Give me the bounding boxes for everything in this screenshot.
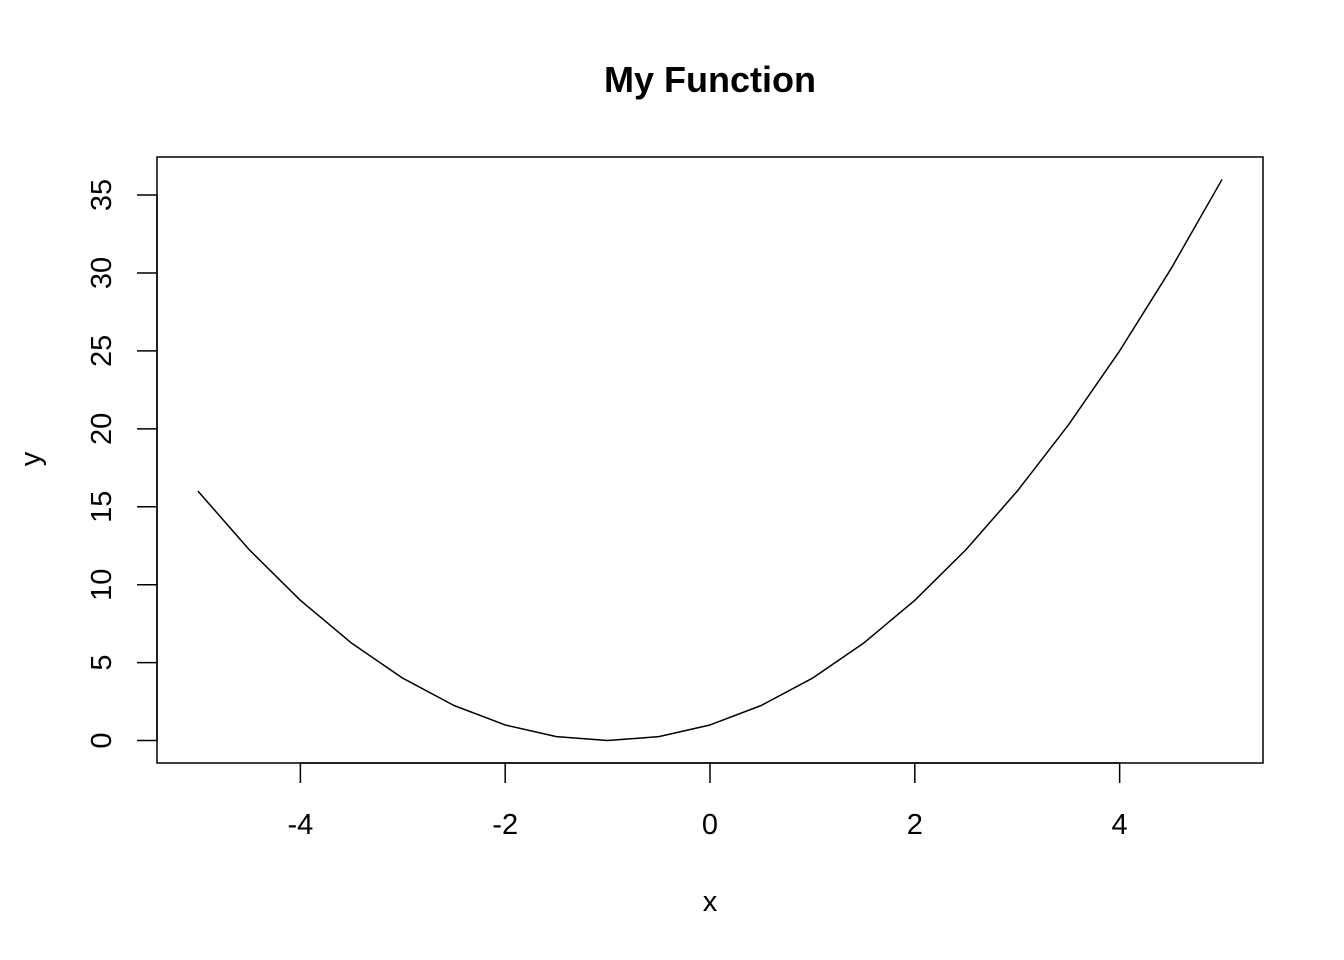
x-axis-title: x (703, 886, 718, 918)
x-tick-label: 4 (1112, 809, 1128, 841)
y-tick-label: 5 (86, 655, 118, 671)
y-axis: 0 5 10 15 20 25 30 35 (86, 179, 158, 749)
x-tick-label: -4 (287, 809, 313, 841)
x-tick-label: 0 (702, 809, 718, 841)
y-tick-label: 0 (86, 732, 118, 748)
x-tick-label: -2 (492, 809, 518, 841)
chart-title: My Function (604, 59, 816, 100)
y-axis-title: y (15, 451, 47, 466)
x-tick-label: 2 (907, 809, 923, 841)
y-tick-label: 35 (86, 179, 118, 211)
series-line (197, 179, 1223, 742)
y-tick-label: 30 (86, 257, 118, 289)
series-layer (197, 179, 1223, 742)
y-tick-label: 25 (86, 335, 118, 367)
y-tick-label: 10 (86, 569, 118, 601)
y-tick-label: 15 (86, 491, 118, 523)
plot-box (156, 156, 1264, 764)
y-tick-label: 20 (86, 413, 118, 445)
x-axis: -4 -2 0 2 4 (287, 762, 1128, 841)
